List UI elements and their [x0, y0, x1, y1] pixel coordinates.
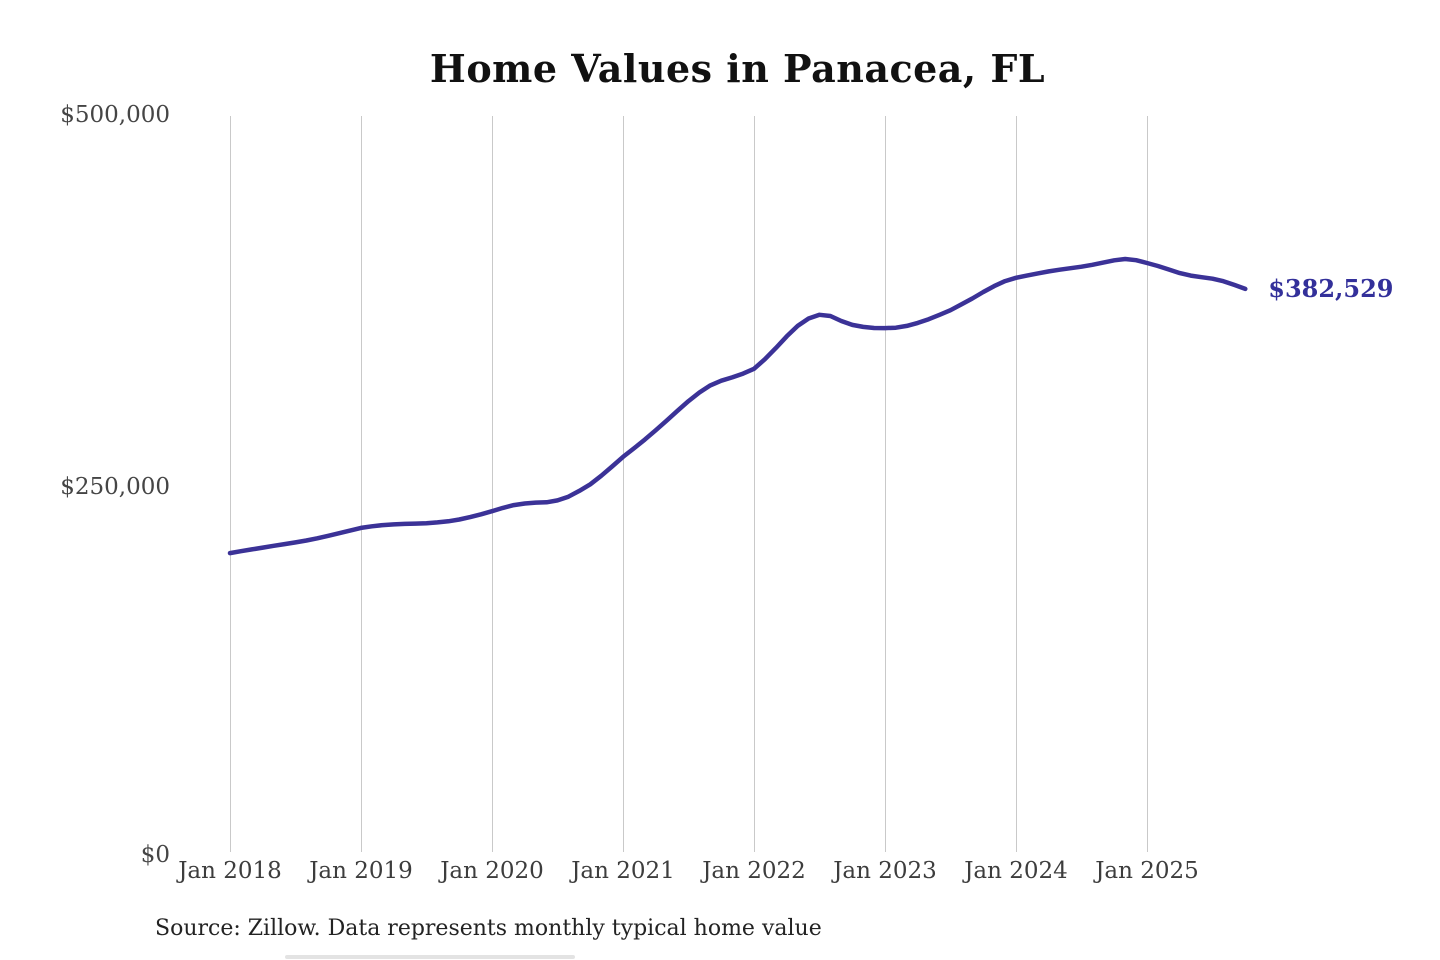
gridline-jan-2023: [885, 116, 886, 852]
gridline-jan-2019: [361, 116, 362, 852]
x-tick-label: Jan 2019: [309, 858, 413, 884]
gridline-jan-2022: [754, 116, 755, 852]
x-tick-label: Jan 2023: [833, 858, 937, 884]
x-tick-label: Jan 2021: [571, 858, 675, 884]
x-tick-label: Jan 2025: [1095, 858, 1199, 884]
source-note: Source: Zillow. Data represents monthly …: [155, 916, 822, 941]
current-value-label: $382,529: [1268, 273, 1394, 303]
home-value-line: [227, 256, 1248, 556]
gridline-jan-2018: [230, 116, 231, 852]
x-tick-label: Jan 2018: [178, 858, 282, 884]
x-tick-label: Jan 2022: [702, 858, 806, 884]
x-tick-label: Jan 2024: [964, 858, 1068, 884]
y-tick-label-250000: $250,000: [60, 474, 170, 500]
chart-title: Home Values in Panacea, FL: [429, 46, 1046, 91]
gridline-jan-2020: [492, 116, 493, 852]
y-tick-label-500000: $500,000: [60, 102, 170, 128]
x-tick-label: Jan 2020: [440, 858, 544, 884]
gridline-jan-2025: [1147, 116, 1148, 852]
gridline-jan-2021: [623, 116, 624, 852]
y-tick-label-0: $0: [140, 842, 170, 868]
bottom-edge-artifact: [285, 955, 575, 959]
gridline-jan-2024: [1016, 116, 1017, 852]
